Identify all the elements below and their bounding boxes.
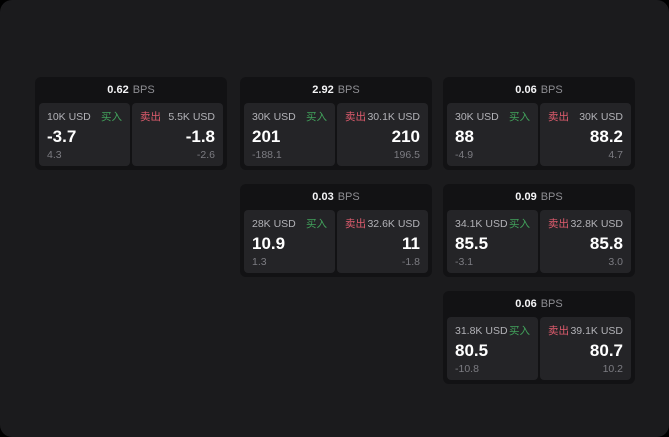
buy-tag: 买入 xyxy=(509,111,530,123)
bps-unit-label: BPS xyxy=(540,298,563,310)
bps-header: 0.06 BPS xyxy=(443,77,635,103)
sell-size: 32.6K USD xyxy=(367,217,420,230)
buy-tag: 买入 xyxy=(306,218,327,230)
bps-header: 0.09 BPS xyxy=(443,184,635,210)
bps-unit-label: BPS xyxy=(337,191,360,203)
sell-tag: 卖出 xyxy=(548,111,569,123)
buy-size: 34.1K USD xyxy=(455,217,508,230)
bps-header: 0.06 BPS xyxy=(443,291,635,317)
sell-sub-value: 10.2 xyxy=(602,363,623,375)
buy-panel[interactable]: 31.8K USD 买入 80.5 -10.8 xyxy=(447,317,538,380)
buy-size: 31.8K USD xyxy=(455,324,508,337)
bps-header: 2.92 BPS xyxy=(240,77,432,103)
sell-size: 30K USD xyxy=(579,110,623,123)
bps-header: 0.03 BPS xyxy=(240,184,432,210)
bps-unit-label: BPS xyxy=(540,84,563,96)
sell-panel[interactable]: 卖出 39.1K USD 80.7 10.2 xyxy=(540,317,631,380)
bps-value: 0.06 xyxy=(515,298,537,310)
buy-size: 30K USD xyxy=(252,110,296,123)
sell-price: 85.8 xyxy=(589,234,623,253)
buy-tag: 买入 xyxy=(101,111,122,123)
buy-panel[interactable]: 30K USD 买入 201 -188.1 xyxy=(244,103,335,166)
sell-price: 80.7 xyxy=(589,341,623,360)
sell-tag: 卖出 xyxy=(140,111,161,123)
buy-panel[interactable]: 30K USD 买入 88 -4.9 xyxy=(447,103,538,166)
buy-panel[interactable]: 34.1K USD 买入 85.5 -3.1 xyxy=(447,210,538,273)
buy-panel[interactable]: 28K USD 买入 10.9 1.3 xyxy=(244,210,335,273)
sell-tag: 卖出 xyxy=(548,218,569,230)
buy-sub-value: -4.9 xyxy=(455,149,474,161)
sell-price: 88.2 xyxy=(589,127,623,146)
buy-size: 28K USD xyxy=(252,217,296,230)
bps-unit-label: BPS xyxy=(132,84,155,96)
buy-panel[interactable]: 10K USD 买入 -3.7 4.3 xyxy=(39,103,130,166)
quote-card: 0.09 BPS 34.1K USD 买入 85.5 -3.1 卖出 32.8K… xyxy=(443,184,635,277)
sell-size: 30.1K USD xyxy=(367,110,420,123)
sell-tag: 卖出 xyxy=(345,111,366,123)
bps-value: 0.06 xyxy=(515,84,537,96)
sell-price: 210 xyxy=(391,127,420,146)
quote-card: 2.92 BPS 30K USD 买入 201 -188.1 卖出 30.1K … xyxy=(240,77,432,170)
buy-sub-value: -10.8 xyxy=(455,363,479,375)
sell-price: 11 xyxy=(402,234,420,253)
buy-sub-value: -3.1 xyxy=(455,256,474,268)
buy-sub-value: -188.1 xyxy=(252,149,282,161)
buy-sub-value: 4.3 xyxy=(47,149,62,161)
bps-value: 2.92 xyxy=(312,84,334,96)
sell-sub-value: 196.5 xyxy=(393,149,420,161)
bps-unit-label: BPS xyxy=(337,84,360,96)
sell-size: 39.1K USD xyxy=(570,324,623,337)
sell-panel[interactable]: 卖出 5.5K USD -1.8 -2.6 xyxy=(132,103,223,166)
bps-value: 0.62 xyxy=(107,84,129,96)
bps-header: 0.62 BPS xyxy=(35,77,227,103)
bps-unit-label: BPS xyxy=(540,191,563,203)
sell-panel[interactable]: 卖出 30.1K USD 210 196.5 xyxy=(337,103,428,166)
buy-size: 10K USD xyxy=(47,110,91,123)
sell-tag: 卖出 xyxy=(548,325,569,337)
sell-sub-value: -2.6 xyxy=(196,149,215,161)
sell-panel[interactable]: 卖出 32.8K USD 85.8 3.0 xyxy=(540,210,631,273)
quote-card: 0.03 BPS 28K USD 买入 10.9 1.3 卖出 32.6K US… xyxy=(240,184,432,277)
buy-price: -3.7 xyxy=(47,127,77,146)
buy-tag: 买入 xyxy=(509,325,530,337)
buy-price: 85.5 xyxy=(455,234,489,253)
sell-sub-value: 4.7 xyxy=(608,149,623,161)
sell-sub-value: -1.8 xyxy=(401,256,420,268)
bps-value: 0.03 xyxy=(312,191,334,203)
sell-panel[interactable]: 卖出 32.6K USD 11 -1.8 xyxy=(337,210,428,273)
sell-panel[interactable]: 卖出 30K USD 88.2 4.7 xyxy=(540,103,631,166)
sell-size: 5.5K USD xyxy=(168,110,215,123)
buy-price: 201 xyxy=(252,127,281,146)
sell-size: 32.8K USD xyxy=(570,217,623,230)
bps-value: 0.09 xyxy=(515,191,537,203)
buy-price: 10.9 xyxy=(252,234,286,253)
buy-price: 80.5 xyxy=(455,341,489,360)
sell-sub-value: 3.0 xyxy=(608,256,623,268)
buy-price: 88 xyxy=(455,127,474,146)
buy-sub-value: 1.3 xyxy=(252,256,267,268)
sell-tag: 卖出 xyxy=(345,218,366,230)
quote-card: 0.62 BPS 10K USD 买入 -3.7 4.3 卖出 5.5K USD… xyxy=(35,77,227,170)
quote-card: 0.06 BPS 31.8K USD 买入 80.5 -10.8 卖出 39.1… xyxy=(443,291,635,384)
buy-tag: 买入 xyxy=(509,218,530,230)
buy-tag: 买入 xyxy=(306,111,327,123)
sell-price: -1.8 xyxy=(185,127,215,146)
buy-size: 30K USD xyxy=(455,110,499,123)
quote-card: 0.06 BPS 30K USD 买入 88 -4.9 卖出 30K USD 8… xyxy=(443,77,635,170)
